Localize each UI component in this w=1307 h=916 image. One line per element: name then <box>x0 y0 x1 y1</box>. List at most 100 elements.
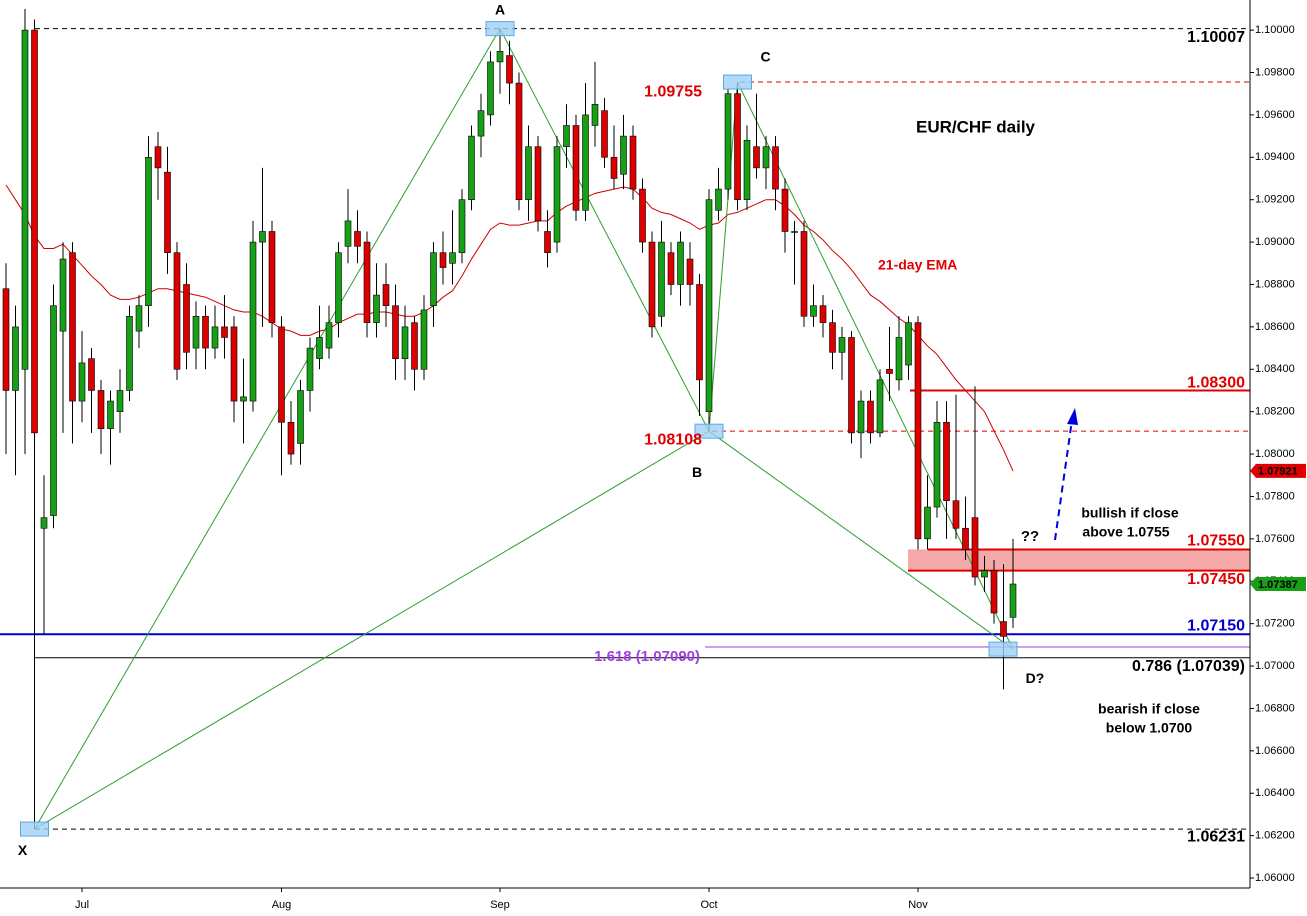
candle-body <box>715 188 722 211</box>
candle-body <box>848 337 855 434</box>
x-tick-label: Jul <box>75 899 89 911</box>
y-tick-label: 1.07000 <box>1255 660 1295 672</box>
candle-body <box>31 29 38 434</box>
y-tick-label: 1.09600 <box>1255 109 1295 121</box>
candle-body <box>705 199 713 412</box>
pattern-point <box>723 74 752 90</box>
candle-body <box>610 156 618 179</box>
pattern-line <box>708 81 738 432</box>
ema-label: 21-day EMA <box>878 257 957 273</box>
chart-title: EUR/CHF daily <box>916 117 1036 136</box>
candle-body <box>629 135 637 190</box>
price-tag <box>1250 463 1306 478</box>
pattern-point <box>694 423 724 439</box>
candle-body <box>914 322 922 540</box>
candle-body <box>534 146 542 222</box>
candle-body <box>753 146 760 169</box>
price-tag <box>1250 577 1306 592</box>
candle-body <box>810 305 817 317</box>
level-label: 1.07150 <box>1187 617 1245 634</box>
candle-body <box>221 326 228 338</box>
candle-body <box>667 252 675 285</box>
plot-layer <box>0 8 1250 837</box>
pattern-point <box>988 641 1018 657</box>
y-tick-label: 1.08800 <box>1255 278 1295 290</box>
candle-body <box>924 506 931 540</box>
bullish-arrow <box>1054 419 1073 541</box>
y-tick-label: 1.09000 <box>1255 236 1295 248</box>
candle-body <box>572 125 580 211</box>
pattern-label: D? <box>1026 670 1045 686</box>
y-tick-label: 1.07200 <box>1255 618 1295 630</box>
bullish-note: above 1.0755 <box>1082 524 1169 540</box>
candle-body <box>990 570 998 614</box>
candle-body <box>287 421 295 455</box>
candle-body <box>373 294 380 323</box>
candle-body <box>2 288 10 391</box>
candle-body <box>971 517 979 578</box>
candle-body <box>192 315 200 349</box>
candle-body <box>78 362 86 402</box>
y-tick-label: 1.09400 <box>1255 151 1295 163</box>
question-note: ?? <box>1021 528 1039 545</box>
candle-body <box>734 93 741 200</box>
candle-body <box>819 305 827 323</box>
x-tick-label: Oct <box>700 899 717 911</box>
candle-body <box>297 390 304 444</box>
candle-body <box>905 322 912 366</box>
candle-body <box>69 252 76 402</box>
candle-body <box>506 55 513 84</box>
x-tick-label: Nov <box>908 899 928 911</box>
candle-body <box>601 110 608 158</box>
candle-body <box>107 400 114 429</box>
candle-body <box>772 146 779 190</box>
candle-body <box>791 231 798 233</box>
zone <box>908 549 1250 571</box>
candle-body <box>202 315 209 349</box>
candle-body <box>677 241 684 285</box>
candle-body <box>544 231 551 253</box>
candle-body <box>620 135 627 175</box>
candle-body <box>962 527 969 550</box>
candle-body <box>401 326 409 359</box>
candle-body <box>430 252 437 306</box>
pattern-label: A <box>495 1 505 17</box>
candle-body <box>981 570 988 578</box>
candle-body <box>335 252 342 323</box>
candle-body <box>230 326 238 402</box>
y-tick-label: 1.08400 <box>1255 363 1295 375</box>
candle-body <box>696 284 703 381</box>
candle-body <box>648 241 656 328</box>
level-label: 1.08108 <box>644 431 702 448</box>
candle-body <box>943 421 950 502</box>
candle-body <box>591 103 599 126</box>
candle-body <box>658 241 665 317</box>
candle-body <box>211 326 219 349</box>
candle-body <box>154 146 162 169</box>
candle-body <box>12 326 19 391</box>
candle-body <box>857 400 865 434</box>
level-label: 0.786 (1.07039) <box>1132 658 1245 675</box>
x-tick-label: Sep <box>490 899 510 911</box>
level-label: 1.09755 <box>644 83 702 100</box>
y-tick-label: 1.08000 <box>1255 448 1295 460</box>
candle-body <box>21 29 29 370</box>
y-tick-label: 1.07800 <box>1255 490 1295 502</box>
candle-body <box>933 421 941 508</box>
candle-body <box>458 199 466 253</box>
candle-body <box>952 500 960 529</box>
pattern-line <box>34 28 501 830</box>
candle-body <box>411 322 418 370</box>
candle-body <box>582 114 589 211</box>
candle-body <box>249 241 257 402</box>
candle-body <box>164 171 171 253</box>
y-tick-label: 1.10000 <box>1255 24 1295 36</box>
candle-body <box>325 322 333 349</box>
pattern-label: X <box>18 842 28 858</box>
price-tag-label: 1.07921 <box>1258 466 1298 478</box>
bullish-note: bullish if close <box>1081 505 1178 521</box>
candle-body <box>829 322 836 353</box>
pattern-label: B <box>692 464 702 480</box>
